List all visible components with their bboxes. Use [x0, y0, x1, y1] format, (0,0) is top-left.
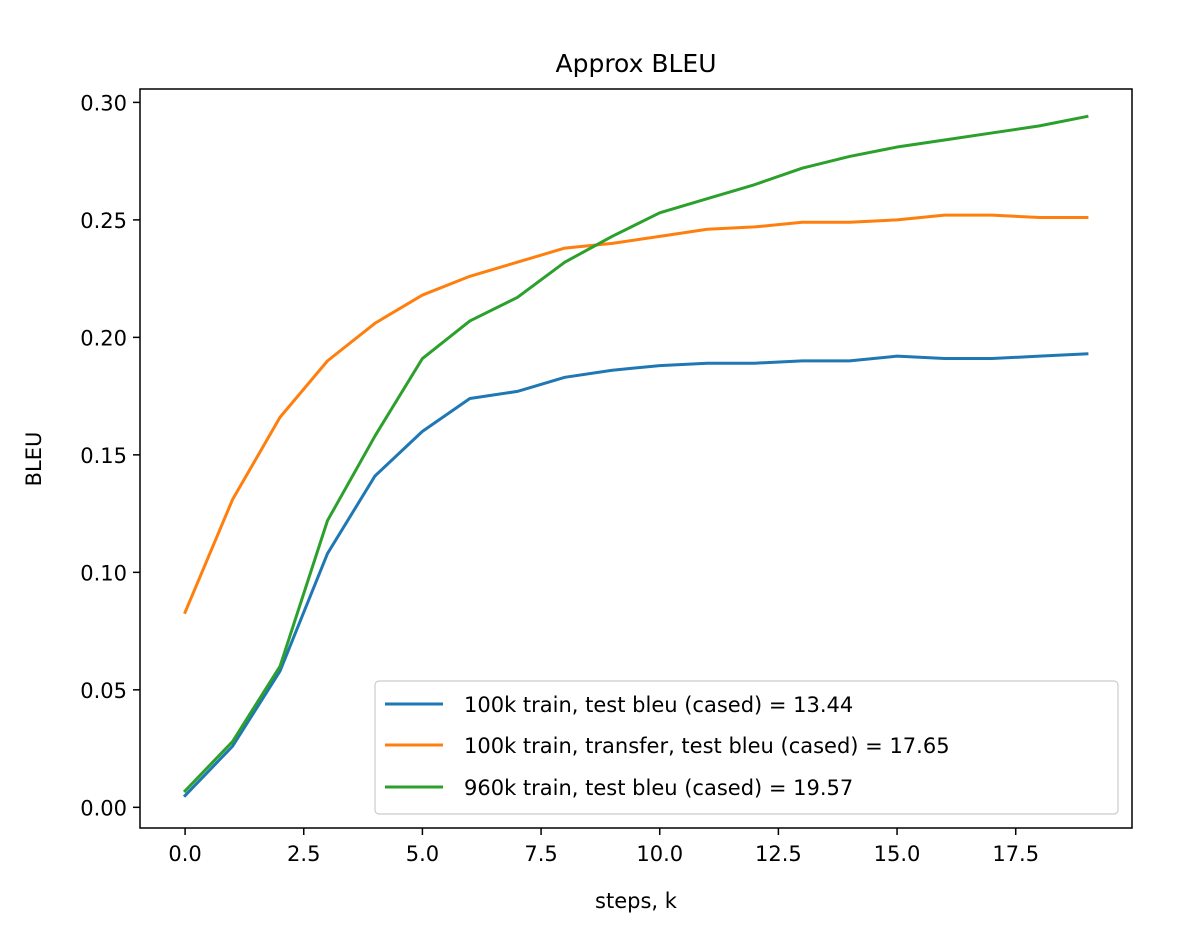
x-tick-label: 10.0 — [636, 842, 683, 866]
y-axis-label: BLEU — [22, 432, 46, 487]
x-tick-label: 12.5 — [755, 842, 802, 866]
legend-label-series-3: 960k train, test bleu (cased) = 19.57 — [464, 776, 853, 800]
series-line-1 — [182, 352, 1089, 798]
plot-frame — [139, 88, 1133, 829]
legend-label-series-1: 100k train, test bleu (cased) = 13.44 — [464, 693, 853, 717]
x-axis-label: steps, k — [595, 889, 678, 913]
y-tick-label: 0.05 — [80, 679, 127, 703]
y-axis: 0.00 0.05 0.10 0.15 0.20 0.25 0.30 — [80, 91, 140, 820]
chart-title: Approx BLEU — [555, 49, 716, 78]
y-tick-label: 0.25 — [80, 209, 127, 233]
y-tick-label: 0.30 — [80, 91, 127, 115]
y-tick-label: 0.10 — [80, 561, 127, 585]
x-tick-label: 5.0 — [406, 842, 439, 866]
series-line-3 — [182, 114, 1089, 793]
x-tick-label: 0.0 — [168, 842, 201, 866]
x-tick-label: 15.0 — [874, 842, 921, 866]
x-tick-label: 17.5 — [992, 842, 1039, 866]
x-tick-label: 7.5 — [524, 842, 557, 866]
series-layer — [182, 114, 1089, 798]
y-tick-label: 0.20 — [80, 326, 127, 350]
series-line-2 — [183, 213, 1089, 615]
legend: 100k train, test bleu (cased) = 13.44 10… — [374, 680, 1119, 815]
y-tick-label: 0.00 — [80, 796, 127, 820]
legend-label-series-2: 100k train, transfer, test bleu (cased) … — [464, 734, 950, 758]
x-axis: 0.0 2.5 5.0 7.5 10.0 12.5 15.0 17.5 — [168, 828, 1039, 866]
y-tick-label: 0.15 — [80, 444, 127, 468]
x-tick-label: 2.5 — [287, 842, 320, 866]
legend-box — [374, 680, 1119, 815]
